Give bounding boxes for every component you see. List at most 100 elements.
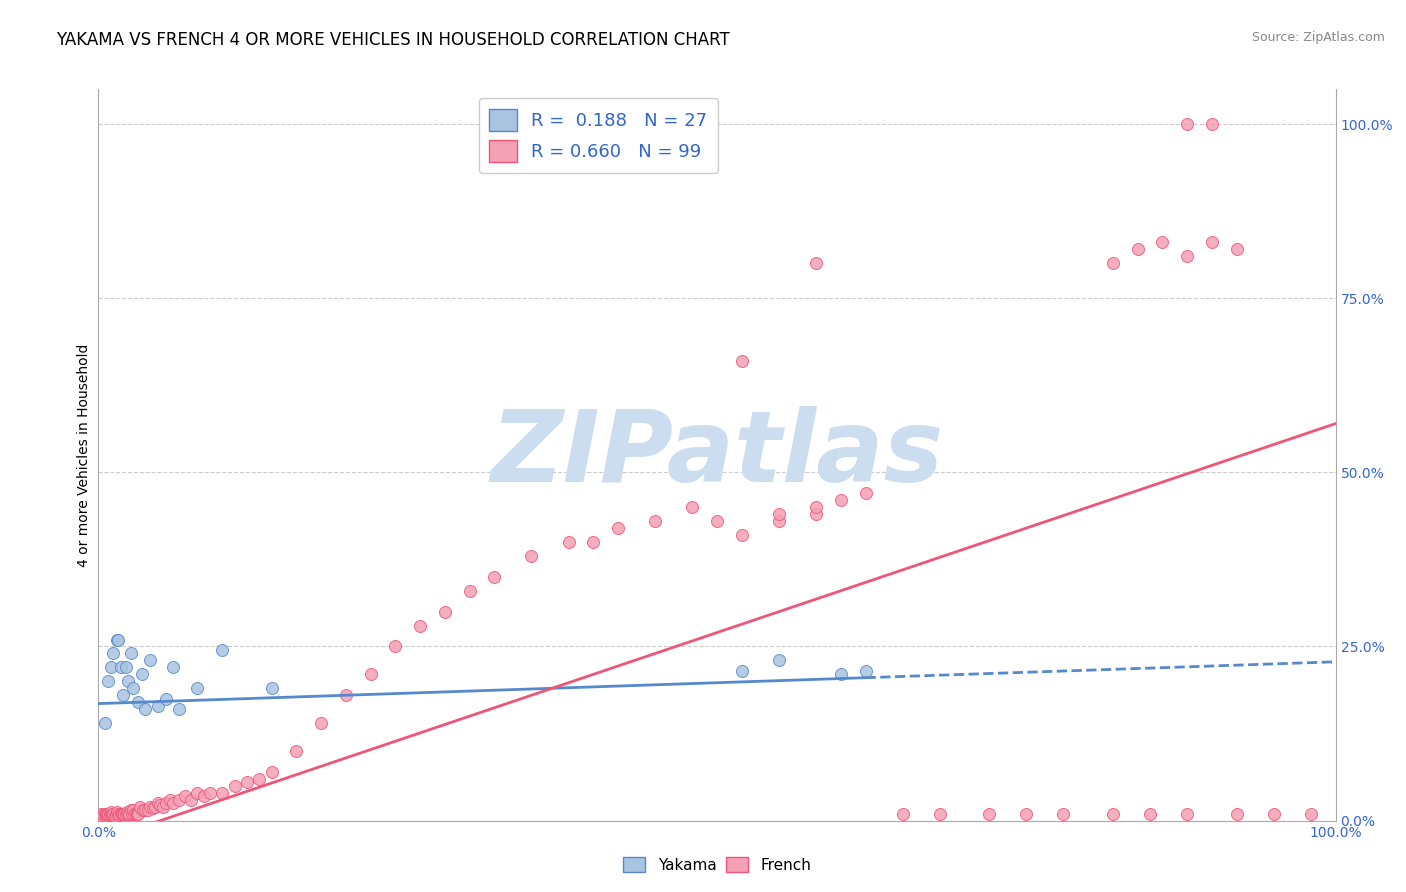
Y-axis label: 4 or more Vehicles in Household: 4 or more Vehicles in Household	[77, 343, 91, 566]
Point	[112, 806, 135, 821]
Point	[105, 805, 128, 820]
Point	[1102, 806, 1125, 821]
Point	[260, 764, 283, 779]
Point	[108, 808, 131, 822]
Point	[101, 808, 124, 822]
Point	[143, 799, 166, 814]
Point	[104, 806, 127, 821]
Point	[186, 681, 208, 696]
Point	[98, 806, 121, 821]
Point	[118, 806, 141, 821]
Point	[120, 803, 142, 817]
Point	[309, 716, 332, 731]
Point	[855, 486, 877, 500]
Point	[125, 806, 148, 821]
Point	[1175, 806, 1198, 821]
Point	[103, 647, 125, 661]
Point	[731, 354, 754, 368]
Point	[979, 806, 1001, 821]
Point	[127, 806, 149, 821]
Point	[186, 786, 208, 800]
Point	[94, 809, 117, 823]
Point	[124, 806, 146, 821]
Point	[97, 808, 120, 822]
Point	[1102, 256, 1125, 270]
Text: YAKAMA VS FRENCH 4 OR MORE VEHICLES IN HOUSEHOLD CORRELATION CHART: YAKAMA VS FRENCH 4 OR MORE VEHICLES IN H…	[56, 31, 730, 49]
Point	[830, 493, 852, 508]
Point	[198, 786, 221, 800]
Legend: Yakama, French: Yakama, French	[616, 851, 818, 879]
Point	[117, 674, 139, 689]
Point	[768, 653, 790, 667]
Point	[1015, 806, 1038, 821]
Point	[644, 514, 666, 528]
Point	[110, 660, 132, 674]
Point	[122, 681, 145, 696]
Point	[114, 806, 136, 821]
Point	[1226, 243, 1249, 257]
Point	[582, 535, 605, 549]
Point	[891, 806, 914, 821]
Point	[409, 618, 432, 632]
Point	[127, 695, 149, 709]
Point	[706, 514, 728, 528]
Point	[121, 806, 143, 821]
Point	[607, 521, 630, 535]
Text: Source: ZipAtlas.com: Source: ZipAtlas.com	[1251, 31, 1385, 45]
Point	[167, 702, 190, 716]
Point	[1052, 806, 1074, 821]
Point	[557, 535, 579, 549]
Point	[110, 806, 132, 821]
Point	[100, 660, 122, 674]
Point	[211, 643, 233, 657]
Point	[384, 640, 406, 654]
Point	[120, 647, 142, 661]
Point	[114, 660, 136, 674]
Point	[768, 514, 790, 528]
Point	[285, 744, 308, 758]
Point	[93, 806, 115, 821]
Point	[134, 803, 156, 817]
Point	[93, 808, 115, 822]
Point	[94, 806, 117, 821]
Point	[174, 789, 197, 804]
Point	[1226, 806, 1249, 821]
Point	[132, 803, 155, 817]
Point	[804, 507, 827, 521]
Point	[103, 809, 125, 823]
Point	[90, 806, 112, 821]
Point	[162, 660, 184, 674]
Point	[1126, 243, 1149, 257]
Point	[107, 806, 129, 821]
Point	[122, 803, 145, 817]
Point	[91, 810, 114, 824]
Point	[112, 806, 135, 821]
Text: ZIPatlas: ZIPatlas	[491, 407, 943, 503]
Point	[136, 803, 159, 817]
Point	[180, 793, 202, 807]
Point	[855, 664, 877, 678]
Point	[247, 772, 270, 786]
Point	[111, 806, 134, 821]
Point	[162, 796, 184, 810]
Point	[1299, 806, 1322, 821]
Point	[804, 256, 827, 270]
Point	[360, 667, 382, 681]
Point	[1201, 235, 1223, 250]
Point	[224, 779, 246, 793]
Point	[830, 667, 852, 681]
Point	[155, 691, 177, 706]
Point	[928, 806, 950, 821]
Point	[146, 698, 169, 713]
Point	[103, 806, 125, 821]
Point	[768, 507, 790, 521]
Point	[731, 528, 754, 542]
Point	[96, 806, 118, 821]
Point	[100, 805, 122, 820]
Point	[211, 786, 233, 800]
Point	[484, 570, 506, 584]
Point	[97, 674, 120, 689]
Point	[134, 702, 156, 716]
Point	[112, 688, 135, 702]
Point	[155, 796, 177, 810]
